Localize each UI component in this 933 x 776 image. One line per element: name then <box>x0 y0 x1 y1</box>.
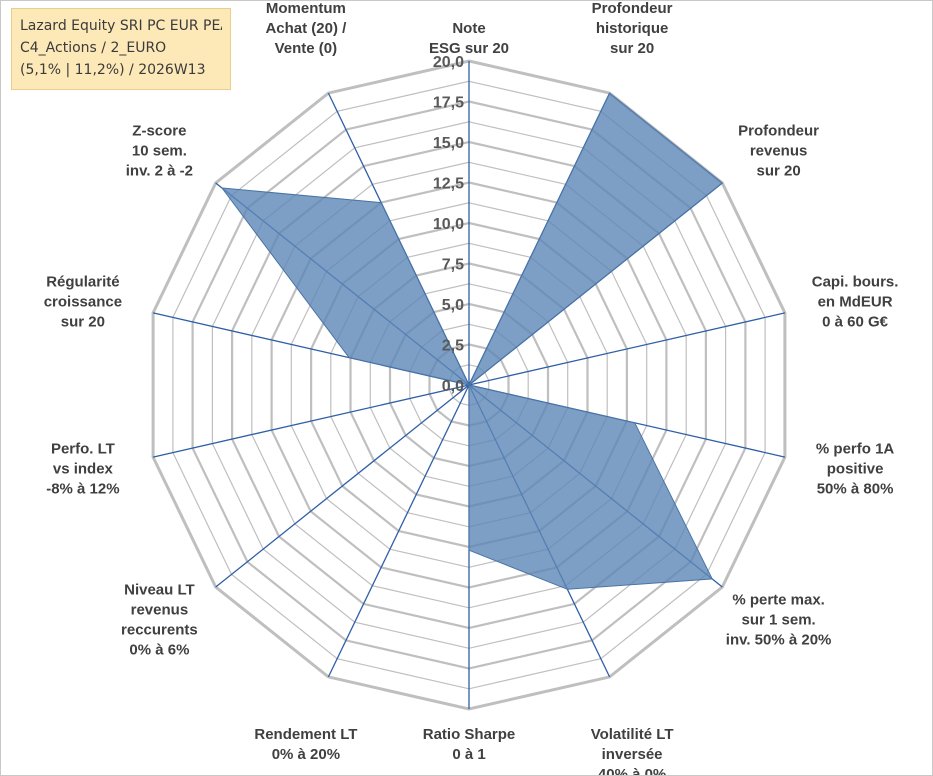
spoke <box>215 384 470 588</box>
axis-label-line: 0 à 1 <box>452 746 485 763</box>
axis-label-line: vs index <box>53 461 114 478</box>
tick-label: 12,5 <box>433 176 464 193</box>
axis-label: % perfo 1A positive 50% à 80% <box>816 441 895 498</box>
axis-label-line: positive <box>827 461 884 478</box>
axis-label-line: reccurents <box>121 621 198 638</box>
axis-label-line: % perte max. <box>732 591 825 608</box>
spoke <box>468 312 786 386</box>
axis-label-line: % perfo 1A <box>816 441 895 458</box>
spoke <box>327 384 470 678</box>
fund-category: C4_Actions / 2_EURO <box>20 40 167 56</box>
radial-tick-labels: 0,0 2,5 5,0 7,5 10,0 12,5 15,0 17,5 20,0 <box>433 54 464 395</box>
axis-label-line: inv. 2 à -2 <box>126 163 193 180</box>
axis-label-line: revenus <box>131 601 189 618</box>
tick-label: 7,5 <box>442 257 464 274</box>
axis-label-line: Achat (20) / <box>265 20 347 37</box>
axis-label-line: Capi. bours. <box>812 273 899 290</box>
axis-label: Note ESG sur 20 <box>429 20 509 57</box>
axis-label-line: Note <box>452 20 485 37</box>
axis-label-line: Volatilité LT <box>591 726 674 743</box>
fund-stats: (5,1% | 11,2%) / 2026W13 <box>20 62 206 78</box>
axis-label: Régularité croissance sur 20 <box>44 273 122 330</box>
axis-label-line: Z-score <box>132 123 186 140</box>
axis-label: Momentum Achat (20) / Vente (0) <box>265 1 347 57</box>
axis-label-line: croissance <box>44 293 122 310</box>
axis-label-line: Régularité <box>46 273 119 290</box>
axis-label-line: Profondeur <box>592 1 673 17</box>
axis-label-line: inversée <box>602 746 663 763</box>
category-labels: Note ESG sur 20 Profondeur historique sur 20… <box>44 1 899 775</box>
tick-label: 5,0 <box>442 297 464 314</box>
fund-title-box: Lazard Equity SRI PC EUR PEA_Acc C4_Acti… <box>11 8 231 90</box>
tick-label: 0,0 <box>442 378 464 395</box>
axis-label-line: inv. 50% à 20% <box>726 631 832 648</box>
axis-label-line: Perfo. LT <box>51 441 115 458</box>
tick-label: 17,5 <box>433 95 464 112</box>
axis-label: Z-score 10 sem. inv. 2 à -2 <box>126 123 193 180</box>
axis-label-line: Rendement LT <box>254 726 357 743</box>
tick-label: 2,5 <box>442 338 464 355</box>
axis-label-line: 0 à 60 G€ <box>822 313 889 330</box>
axis-label-line: Momentum <box>266 1 346 17</box>
axis-label-line: en MdEUR <box>818 293 893 310</box>
spoke <box>152 384 470 458</box>
axis-label-line: Vente (0) <box>275 40 338 57</box>
axis-label: Profondeur revenus sur 20 <box>738 123 819 180</box>
axis-label-line: sur 20 <box>610 40 654 57</box>
axis-label-line: historique <box>596 20 669 37</box>
axis-label-line: Niveau LT <box>124 581 195 598</box>
axis-label: Profondeur historique sur 20 <box>592 1 673 57</box>
axis-label: Perfo. LT vs index -8% à 12% <box>46 441 119 498</box>
tick-label: 15,0 <box>433 135 464 152</box>
tick-label: 20,0 <box>433 54 464 71</box>
axis-label: Capi. bours. en MdEUR 0 à 60 G€ <box>812 273 899 330</box>
axis-label-line: ESG sur 20 <box>429 40 509 57</box>
axis-label-line: 0% à 20% <box>272 746 340 763</box>
axis-label-line: sur 20 <box>756 163 800 180</box>
axis-label-line: 0% à 6% <box>129 641 189 658</box>
axis-label: Rendement LT 0% à 20% <box>254 726 357 763</box>
axis-label-line: 10 sem. <box>132 143 187 160</box>
axis-label-line: 40% à 0% <box>598 766 666 775</box>
axis-label-line: 50% à 80% <box>817 481 894 498</box>
axis-label-line: sur 20 <box>61 313 105 330</box>
series <box>220 92 724 590</box>
axis-label-line: sur 1 sem. <box>741 611 815 628</box>
axis-label: Ratio Sharpe 0 à 1 <box>423 726 516 763</box>
fund-name: Lazard Equity SRI PC EUR PEA_Acc <box>20 18 222 34</box>
axis-label: Volatilité LT inversée 40% à 0% <box>591 726 674 775</box>
axis-label-line: revenus <box>750 143 808 160</box>
axis-label-line: -8% à 12% <box>46 481 119 498</box>
axis-label-line: Ratio Sharpe <box>423 726 516 743</box>
tick-label: 10,0 <box>433 216 464 233</box>
axis-label: % perte max. sur 1 sem. inv. 50% à 20% <box>726 591 832 648</box>
axis-label-line: Profondeur <box>738 123 819 140</box>
axis-label: Niveau LT revenus reccurents 0% à 6% <box>121 581 198 658</box>
